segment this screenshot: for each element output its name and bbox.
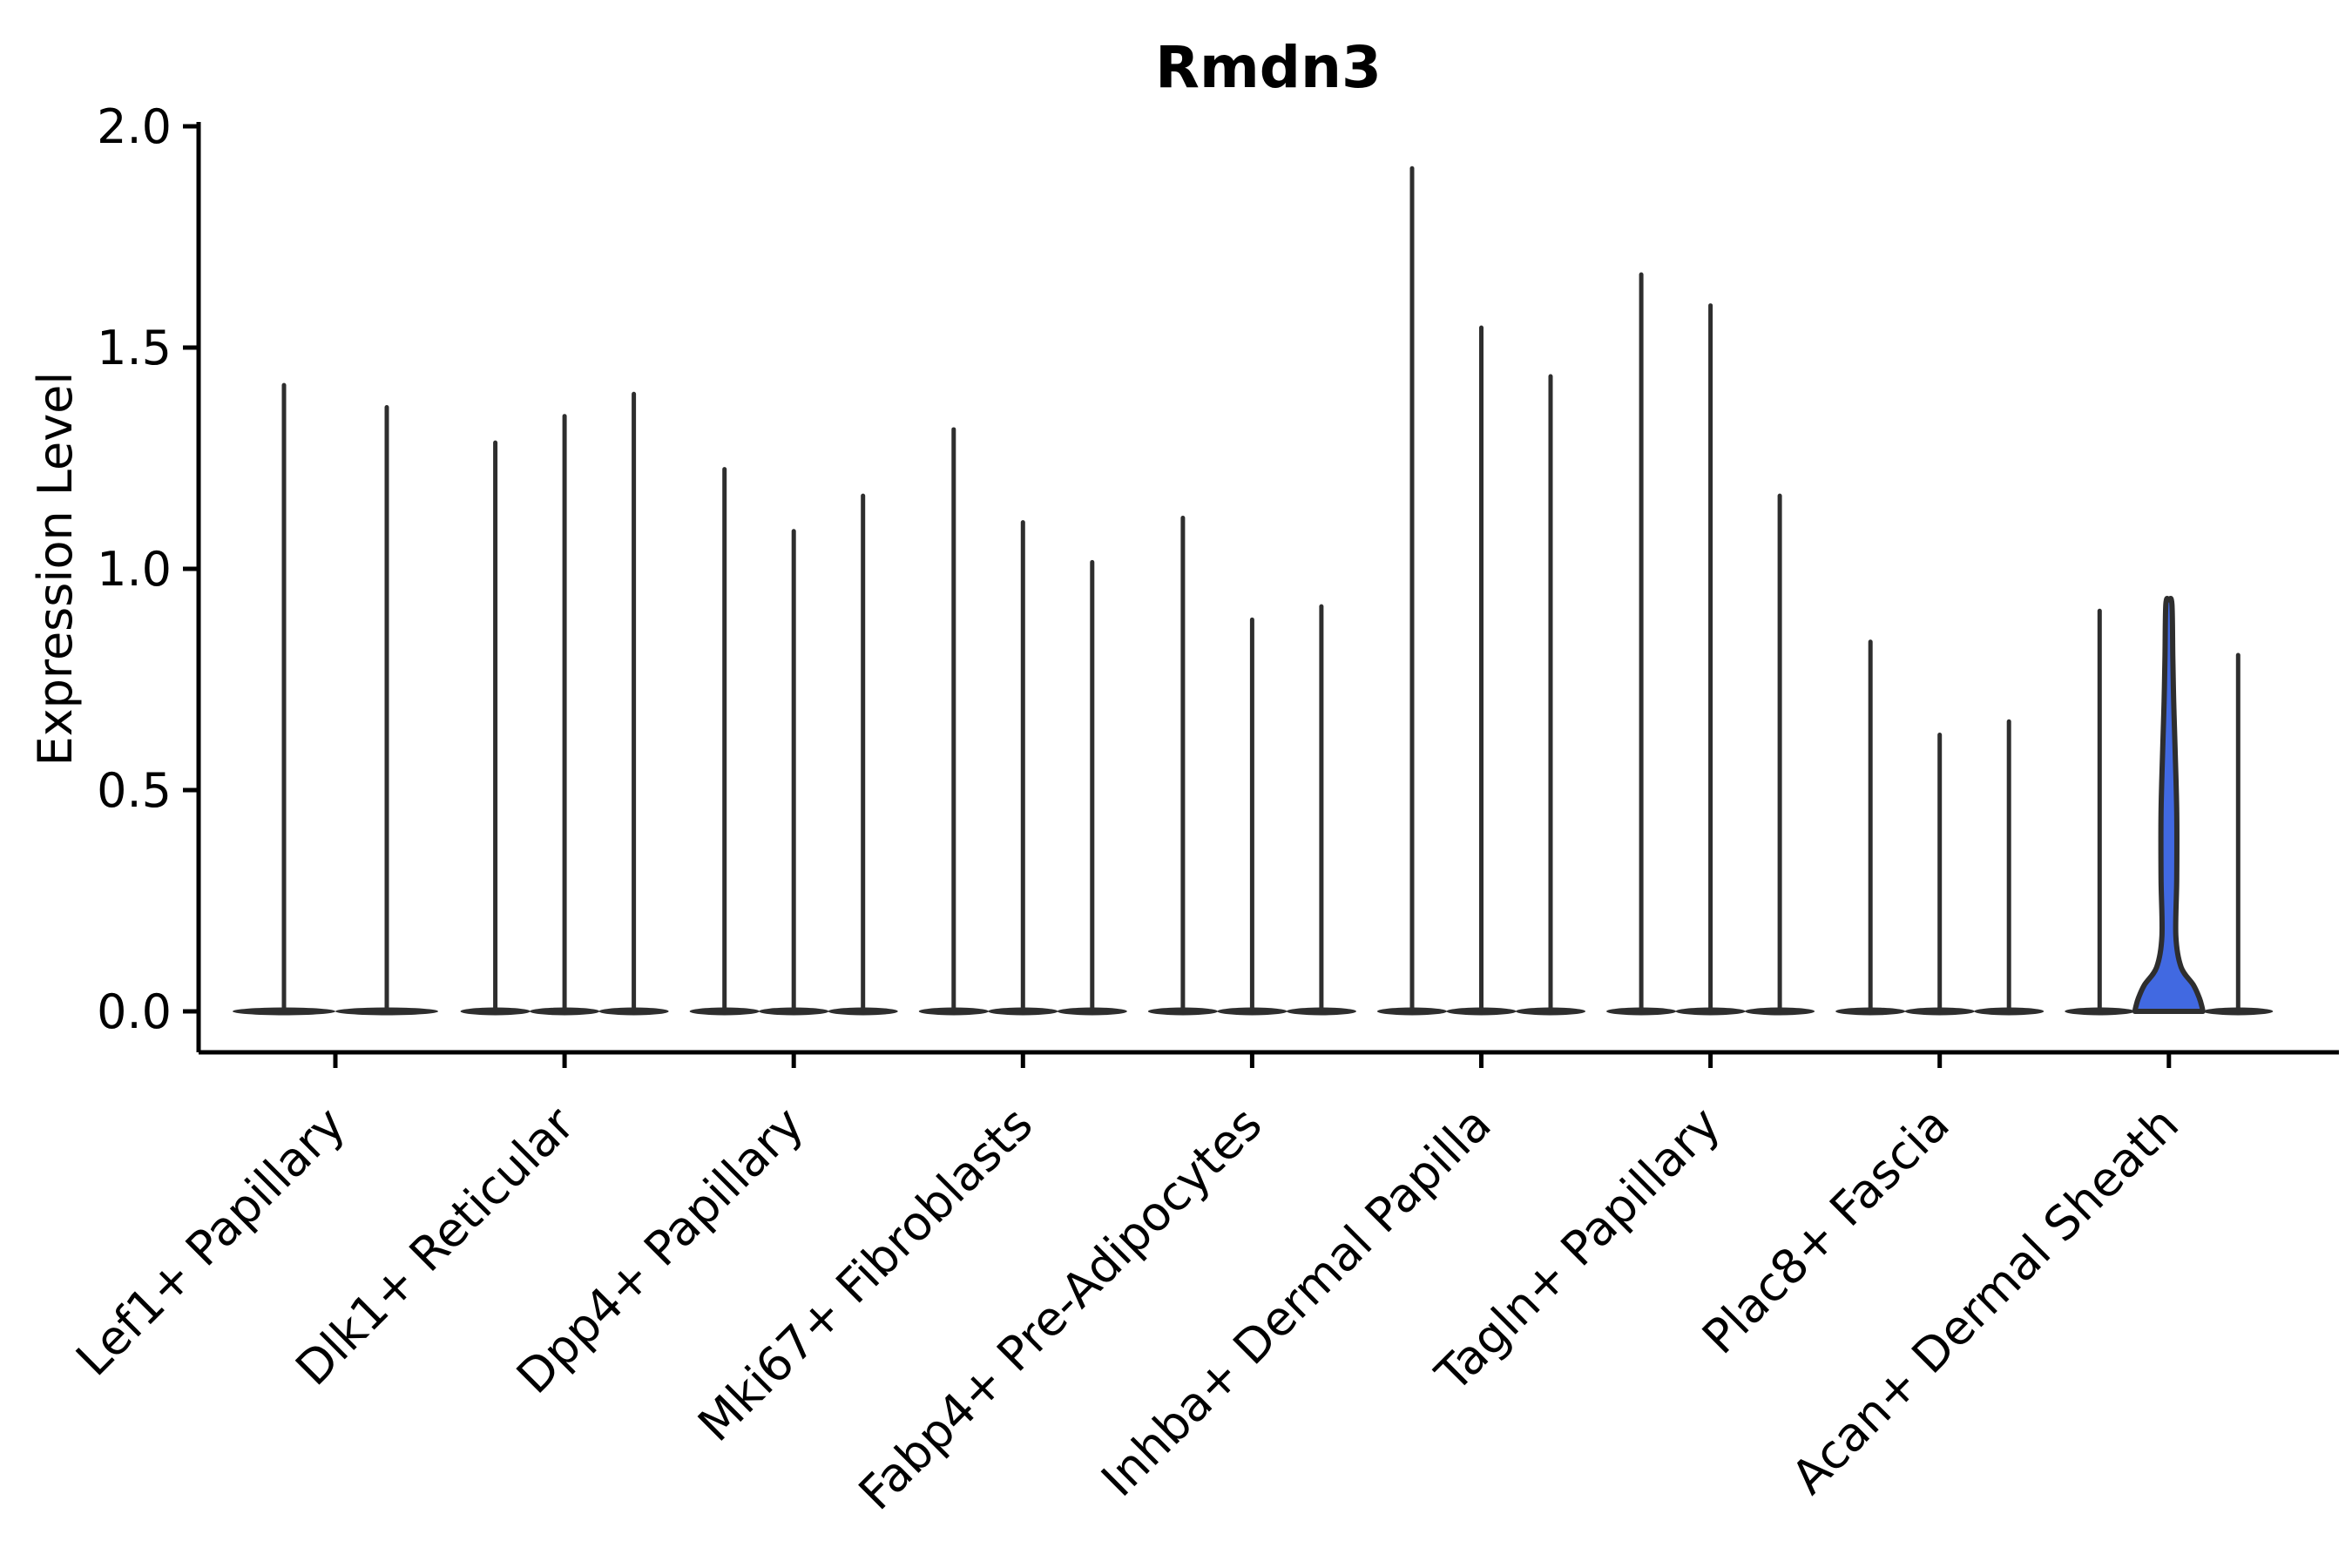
chart-title: Rmdn3 [1155, 34, 1382, 101]
y-tick-label: 1.5 [97, 321, 172, 375]
y-tick-label: 2.0 [97, 99, 172, 154]
y-axis-label: Expression Level [28, 372, 83, 767]
violins [233, 166, 2274, 1016]
y-tick-label: 0.0 [97, 984, 172, 1039]
x-tick-label: Plac8+ Fascia [1692, 1097, 1960, 1365]
y-tick-label: 0.5 [97, 763, 172, 818]
x-tick-label: Fabp4+ Pre-Adipocytes [848, 1097, 1273, 1521]
x-tick-label: Acan+ Dermal Sheath [1781, 1097, 2189, 1504]
x-tick-label: Inhba+ Dermal Papilla [1091, 1097, 1501, 1507]
y-tick-label: 1.0 [97, 542, 172, 597]
violin-highlighted [2132, 596, 2206, 1014]
